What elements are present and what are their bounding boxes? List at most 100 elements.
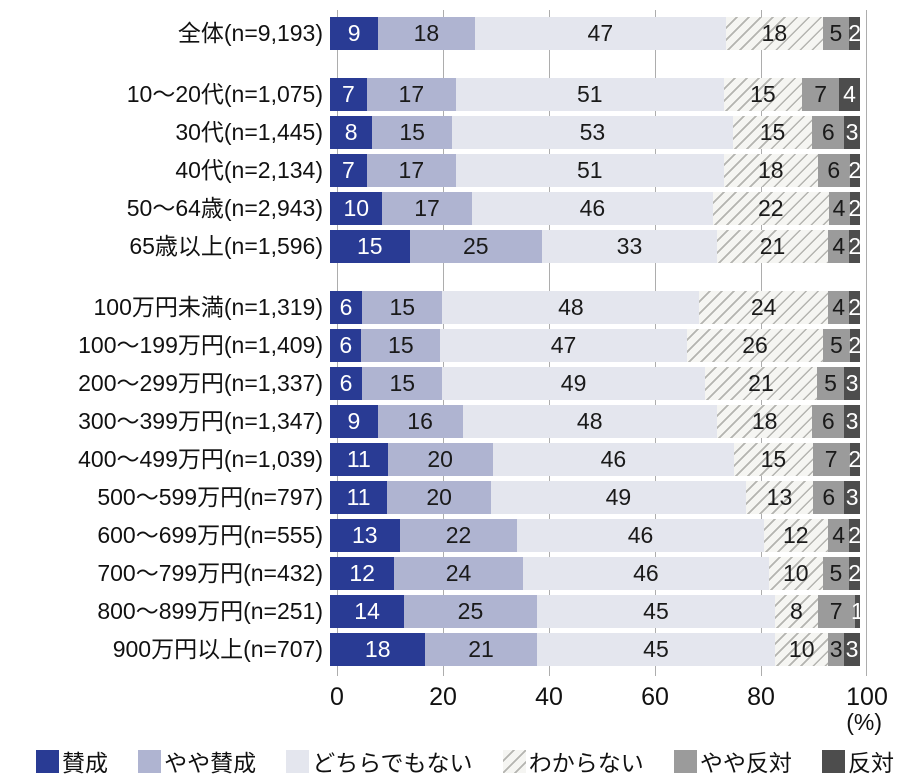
bar-segment: 3	[844, 633, 861, 666]
stacked-bar: 9 18 47 18 5 2	[330, 17, 861, 50]
bar-segment: 15	[734, 443, 813, 476]
chart-row: 700〜799万円(n=432) 12 24 46 10 5 2	[0, 557, 867, 590]
chart-row: 50〜64歳(n=2,943) 10 17 46 22 4 2	[0, 192, 867, 225]
bar-segment: 48	[442, 291, 700, 324]
bar-segment: 16	[377, 405, 463, 438]
bar-segment: 2	[848, 230, 861, 263]
x-tick-label: 80	[747, 683, 775, 711]
bar-segment: 17	[382, 192, 472, 225]
bar-segment: 2	[848, 192, 861, 225]
bar-segment: 8	[775, 595, 818, 628]
legend-swatch-icon	[286, 749, 310, 773]
bar-segment: 46	[517, 519, 764, 552]
row-label: 65歳以上(n=1,596)	[129, 233, 323, 259]
bar-segment: 46	[492, 443, 735, 476]
bar-segment: 2	[848, 443, 861, 476]
stacked-bar: 6 15 48 24 4 2	[330, 291, 861, 324]
bar-segment: 22	[713, 192, 829, 225]
bar-segment: 24	[699, 291, 828, 324]
bar-segment: 7	[330, 78, 367, 111]
chart-row: 100万円未満(n=1,319) 6 15 48 24 4 2	[0, 291, 867, 324]
bar-segment: 8	[330, 116, 373, 149]
bar-segment: 18	[330, 633, 426, 666]
bar-segment: 4	[828, 192, 850, 225]
legend-swatch-icon	[673, 749, 697, 773]
bar-segment: 49	[442, 367, 705, 400]
x-tick-label: 60	[641, 683, 669, 711]
chart-row: 400〜499万円(n=1,039) 11 20 46 15 7 2	[0, 443, 867, 476]
stacked-bar: 13 22 46 12 4 2	[330, 519, 861, 552]
stacked-bar: 11 20 49 13 6 3	[330, 481, 860, 514]
bar-segment: 45	[536, 633, 776, 666]
bar-segment: 7	[817, 595, 855, 628]
bar-segment: 15	[330, 230, 410, 263]
stacked-bar: 7 17 51 18 6 2	[330, 154, 861, 187]
bar-segment: 4	[828, 230, 850, 263]
x-tick-label: 100	[846, 683, 888, 711]
bar-segment: 3	[828, 633, 845, 666]
bar-segment: 5	[817, 367, 844, 400]
bar-segment: 20	[387, 481, 492, 514]
bar-segment: 53	[451, 116, 733, 149]
chart-row: 900万円以上(n=707) 18 21 45 10 3 3	[0, 633, 867, 666]
bar-segment: 5	[822, 557, 850, 590]
bar-segment: 3	[844, 116, 861, 149]
bar-segment: 6	[813, 481, 845, 514]
legend-swatch-icon	[138, 749, 162, 773]
stacked-bar: 12 24 46 10 5 2	[330, 557, 861, 590]
row-label: 50〜64歳(n=2,943)	[126, 195, 323, 221]
bar-segment: 15	[372, 116, 452, 149]
chart-row: 10〜20代(n=1,075) 7 17 51 15 7 4	[0, 78, 867, 111]
bar-segment: 6	[330, 367, 363, 400]
bar-segment: 4	[827, 291, 850, 324]
chart-rows: 全体(n=9,193) 9 18 47 18 5 2 10〜20代(n=1,075) 7 17 51…	[0, 17, 867, 671]
bar-segment: 18	[716, 405, 813, 438]
bar-segment: 1	[851, 595, 864, 628]
bar-segment: 18	[723, 154, 819, 187]
bar-segment: 51	[455, 78, 724, 111]
chart-row: 800〜899万円(n=251) 14 25 45 8 7 1	[0, 595, 867, 628]
row-label: 500〜599万円(n=797)	[97, 484, 323, 510]
bar-segment: 18	[726, 17, 823, 50]
bar-segment: 7	[330, 154, 367, 187]
x-tick-label: 40	[535, 683, 563, 711]
legend-label: 賛成	[62, 750, 108, 776]
row-label: 全体(n=9,193)	[177, 20, 323, 46]
bar-segment: 47	[440, 329, 687, 362]
stacked-bar: 6 15 47 26 5 2	[330, 329, 861, 362]
row-label: 800〜899万円(n=251)	[97, 598, 323, 624]
bar-segment: 2	[848, 291, 861, 324]
bar-segment: 25	[404, 595, 537, 628]
grid-line-100	[866, 10, 867, 676]
bar-segment: 11	[330, 481, 388, 514]
chart-row: 100〜199万円(n=1,409) 6 15 47 26 5 2	[0, 329, 867, 362]
bar-segment: 17	[366, 154, 456, 187]
bar-segment: 46	[522, 557, 769, 590]
bar-segment: 6	[818, 154, 850, 187]
bar-segment: 11	[330, 443, 388, 476]
chart-row: 600〜699万円(n=555) 13 22 46 12 4 2	[0, 519, 867, 552]
bar-segment: 45	[536, 595, 776, 628]
stacked-bar: 8 15 53 15 6 3	[330, 116, 861, 149]
bar-segment: 10	[769, 557, 823, 590]
stacked-bar: 11 20 46 15 7 2	[330, 443, 861, 476]
bar-segment: 12	[763, 519, 828, 552]
bar-segment: 14	[330, 595, 405, 628]
bar-segment: 9	[330, 405, 378, 438]
bar-segment: 17	[366, 78, 456, 111]
stacked-bar: 14 25 45 8 7 1	[330, 595, 864, 628]
bar-segment: 15	[723, 78, 803, 111]
bar-segment: 18	[378, 17, 475, 50]
bar-segment: 10	[330, 192, 383, 225]
bar-segment: 4	[827, 519, 850, 552]
bar-segment: 5	[823, 329, 850, 362]
legend-item: どちらでもない	[286, 744, 473, 778]
stacked-bar: 15 25 33 21 4 2	[330, 230, 861, 263]
bar-segment: 10	[775, 633, 829, 666]
bar-segment: 13	[330, 519, 400, 552]
legend: 賛成 やや賛成 どちらでもない わからない やや反対 反対	[36, 744, 894, 778]
bar-segment: 49	[491, 481, 746, 514]
stacked-bar: 10 17 46 22 4 2	[330, 192, 861, 225]
bar-segment: 46	[471, 192, 714, 225]
